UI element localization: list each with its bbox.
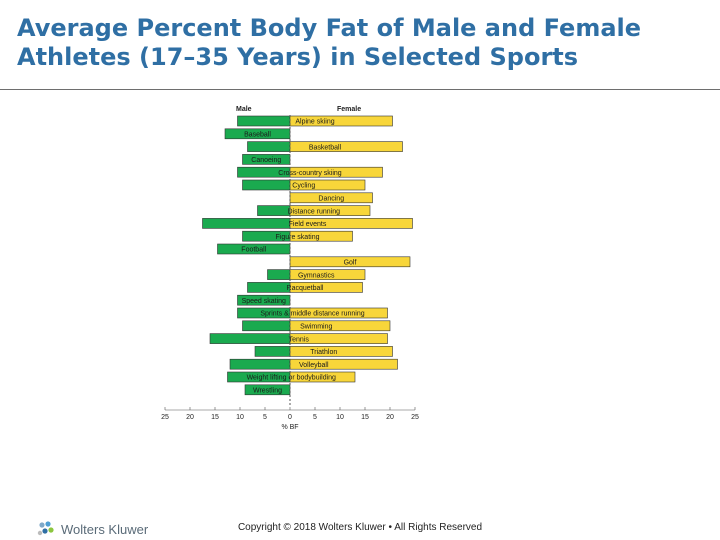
legend-male: Male	[236, 106, 252, 113]
bar-female	[289, 141, 403, 152]
legend-female: Female	[337, 106, 361, 113]
bar-male	[244, 384, 291, 396]
category-label: Weight lifting or bodybuilding	[247, 375, 336, 382]
x-tick-label: 25	[161, 414, 169, 421]
bar-female	[289, 205, 371, 216]
category-label: Speed skating	[242, 298, 286, 305]
category-label: Field events	[289, 221, 327, 228]
bar-male	[247, 141, 291, 152]
category-label: Gymnastics	[298, 272, 335, 279]
x-tick-label: 5	[313, 414, 317, 421]
x-tick-label: 15	[211, 414, 219, 421]
category-label: Triathlon	[310, 349, 337, 356]
category-label: Alpine skiing	[295, 119, 334, 126]
x-tick-label: 20	[386, 414, 394, 421]
bar-male	[242, 179, 291, 191]
bar-group: Alpine skiing Baseball Basketball Canoeing C…	[202, 115, 413, 396]
title-divider	[0, 89, 720, 90]
bar-male	[209, 333, 291, 344]
x-axis-label: % BF	[281, 424, 298, 431]
bar-female	[289, 192, 373, 204]
x-tick-label: 10	[236, 414, 244, 421]
bar-female	[289, 256, 411, 268]
wolters-kluwer-logo-icon	[37, 521, 54, 536]
category-label: Wrestling	[253, 388, 282, 395]
bar-male	[224, 128, 291, 140]
footer-logo: Wolters Kluwer	[36, 519, 148, 539]
category-label: Cross-country skiing	[278, 170, 342, 177]
bar-male	[267, 269, 291, 280]
category-label: Racquetball	[287, 285, 324, 292]
x-tick-label: 20	[186, 414, 194, 421]
x-axis: 25 20 15 10 5 0 5 10 15 20 25	[161, 407, 419, 421]
copyright-text: Copyright © 2018 Wolters Kluwer • All Ri…	[237, 522, 483, 533]
category-label: Cycling	[292, 183, 315, 190]
page-title: Average Percent Body Fat of Male and Fem…	[17, 14, 642, 71]
bar-male	[242, 320, 291, 332]
category-label: Sprints & middle distance running	[260, 311, 364, 318]
category-label: Golf	[344, 260, 357, 267]
category-label: Dancing	[318, 196, 344, 203]
category-label: Swimming	[300, 324, 332, 331]
bar-male	[254, 346, 291, 357]
bar-male	[257, 205, 291, 216]
bar-female	[289, 320, 391, 332]
bar-female	[289, 333, 388, 344]
x-tick-label: 15	[361, 414, 369, 421]
category-label: Basketball	[309, 144, 342, 151]
bar-male	[229, 358, 291, 370]
logo-text: Wolters Kluwer	[61, 521, 149, 537]
bar-female	[289, 346, 393, 357]
bar-male	[237, 115, 291, 127]
x-tick-label: 10	[336, 414, 344, 421]
category-label: Figure skating	[276, 234, 320, 241]
category-label: Canoeing	[251, 157, 281, 164]
category-label: Volleyball	[299, 362, 329, 369]
category-label: Football	[241, 247, 266, 254]
category-label: Baseball	[244, 132, 271, 139]
x-tick-label: 0	[288, 414, 292, 421]
bar-male	[247, 282, 291, 293]
bar-male	[202, 218, 291, 229]
x-tick-label: 25	[411, 414, 419, 421]
x-tick-label: 5	[263, 414, 267, 421]
category-label: Distance running	[287, 208, 340, 215]
bar-female	[289, 269, 366, 280]
category-label: Tennis	[289, 336, 310, 343]
